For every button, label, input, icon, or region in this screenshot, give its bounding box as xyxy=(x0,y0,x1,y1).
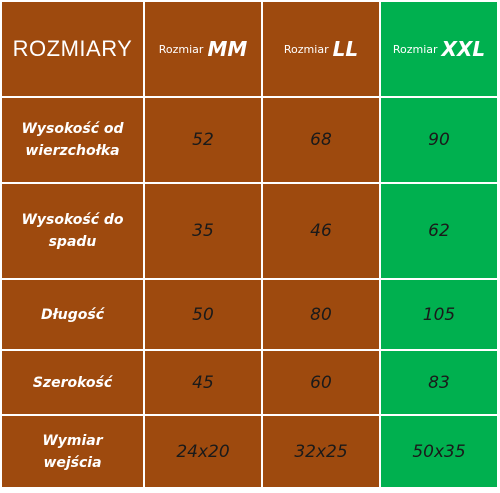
column-header-size: MM xyxy=(207,37,248,61)
table-cell: 105 xyxy=(381,280,499,351)
table-corner-title: ROZMIARY xyxy=(2,2,145,98)
row-label-entrance: Wymiar wejścia xyxy=(2,416,145,489)
column-header-xxl: Rozmiar XXL xyxy=(381,2,499,98)
table-cell: 24x20 xyxy=(145,416,263,489)
column-header-prefix: Rozmiar xyxy=(392,42,438,56)
table-cell: 32x25 xyxy=(263,416,381,489)
table-cell: 35 xyxy=(145,184,263,280)
table-cell: 83 xyxy=(381,351,499,416)
table-cell: 90 xyxy=(381,98,499,184)
table-cell: 46 xyxy=(263,184,381,280)
row-label-length: Długość xyxy=(2,280,145,351)
table-cell: 45 xyxy=(145,351,263,416)
column-header-mm: Rozmiar MM xyxy=(145,2,263,98)
column-header-prefix: Rozmiar xyxy=(158,42,204,56)
table-cell: 50x35 xyxy=(381,416,499,489)
table-cell: 50 xyxy=(145,280,263,351)
row-label-height-drop: Wysokość do spadu xyxy=(2,184,145,280)
column-header-ll: Rozmiar LL xyxy=(263,2,381,98)
row-label-height-top: Wysokość od wierzchołka xyxy=(2,98,145,184)
column-header-prefix: Rozmiar xyxy=(283,42,329,56)
column-header-size: XXL xyxy=(441,37,486,61)
table-cell: 68 xyxy=(263,98,381,184)
table-cell: 60 xyxy=(263,351,381,416)
table-cell: 80 xyxy=(263,280,381,351)
table-cell: 62 xyxy=(381,184,499,280)
column-header-size: LL xyxy=(332,37,359,61)
row-label-width: Szerokość xyxy=(2,351,145,416)
table-cell: 52 xyxy=(145,98,263,184)
